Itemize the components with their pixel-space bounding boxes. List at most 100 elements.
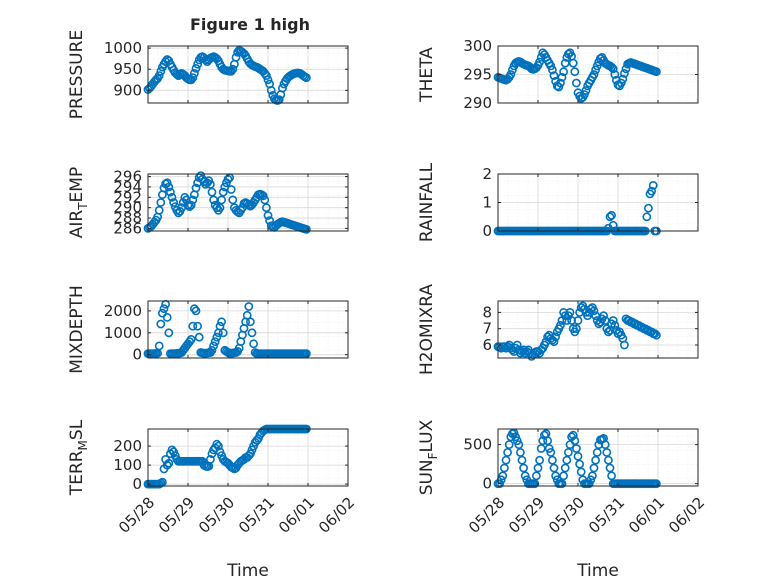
y-tick-label: 0	[482, 475, 492, 493]
data-point	[247, 328, 257, 338]
tick-marks	[497, 301, 699, 358]
data-point	[557, 479, 567, 489]
data-point	[226, 66, 236, 76]
data-points	[143, 45, 311, 105]
x-tick-label: 05/30	[545, 494, 588, 537]
y-tick-label: 200	[113, 437, 142, 455]
data-point	[647, 186, 656, 196]
y-tick-label: 1000	[104, 39, 142, 57]
data-point	[506, 70, 516, 79]
data-point	[186, 334, 196, 344]
data-point	[258, 191, 268, 201]
data-point	[575, 459, 584, 469]
y-tick-label: 290	[463, 94, 492, 112]
data-point	[191, 306, 201, 316]
chart-h2omixra: 678 H2OMIXRA	[417, 284, 699, 375]
y-axis-label-rest: EMP	[67, 167, 87, 203]
data-point	[188, 73, 198, 83]
x-tick-label: 05/29	[505, 494, 548, 537]
axes-box	[147, 173, 349, 232]
data-point	[189, 69, 199, 78]
data-point	[503, 447, 512, 457]
data-point	[610, 320, 620, 330]
x-tick-label: 06/02	[315, 494, 358, 537]
data-point	[576, 467, 586, 477]
data-point	[570, 436, 580, 446]
axes-box	[497, 300, 699, 359]
data-point	[546, 61, 556, 71]
chart-mixdepth: 0 1000 2000 MIXDEPTH	[67, 285, 349, 374]
x-tick-label: 05/31	[235, 494, 278, 537]
data-point	[156, 198, 166, 207]
y-axis-label: AIRTEMP	[67, 167, 90, 238]
data-point	[207, 345, 217, 355]
data-point	[548, 65, 557, 75]
y-tick-label: 6	[482, 336, 492, 354]
data-point	[193, 59, 202, 69]
y-axis-label: SUNFLUX	[417, 419, 440, 495]
chart-rainfall: 0 1 2 RAINFALL	[417, 162, 699, 242]
y-tick-label: 2000	[104, 302, 142, 320]
y-axis-label-main: RAINFALL	[417, 162, 437, 242]
data-point	[504, 440, 514, 449]
data-point	[183, 200, 193, 210]
y-tick-label: 1000	[104, 324, 142, 342]
data-point	[209, 195, 218, 205]
data-point	[245, 317, 255, 327]
data-point	[557, 72, 567, 82]
data-point	[501, 455, 511, 465]
data-point	[169, 198, 178, 207]
chart-pressure: 900 950 1000 PRESSURE	[67, 30, 349, 119]
data-point	[570, 67, 580, 77]
data-point	[193, 321, 202, 331]
data-point	[162, 178, 172, 188]
data-point	[164, 458, 174, 468]
y-axis-label: TERRMSL	[67, 419, 90, 496]
data-point	[188, 321, 198, 331]
data-point	[581, 86, 591, 95]
y-axis-label-main: MIXDEPTH	[67, 285, 87, 374]
y-tick-label: 286	[113, 219, 142, 237]
data-point	[549, 337, 559, 347]
data-point	[162, 312, 172, 322]
y-axis-label-rest: LUX	[417, 419, 437, 452]
tick-marks	[147, 301, 349, 358]
data-point	[508, 65, 517, 75]
data-point	[652, 330, 661, 340]
data-point	[520, 471, 530, 481]
data-point	[154, 71, 164, 80]
data-point	[608, 64, 618, 74]
y-tick-label: 296	[113, 168, 142, 186]
x-tick-label: 05/28	[465, 494, 508, 537]
data-point	[572, 78, 581, 88]
tick-marks	[497, 45, 699, 104]
data-point	[263, 75, 273, 85]
data-point	[185, 202, 194, 211]
data-point	[226, 185, 236, 194]
data-point	[605, 212, 615, 222]
data-point	[589, 463, 599, 473]
data-point	[156, 319, 166, 329]
data-point	[210, 337, 220, 346]
data-point	[212, 439, 222, 449]
data-points	[143, 171, 311, 234]
chart-theta: 290 295 300 THETA	[417, 37, 699, 112]
y-tick-label: 295	[463, 66, 492, 84]
axes-box	[147, 428, 349, 487]
data-point	[562, 316, 572, 325]
data-point	[652, 479, 661, 489]
data-point	[650, 329, 660, 338]
data-point	[205, 454, 215, 464]
y-axis-label-rest: SL	[67, 419, 87, 440]
data-point	[194, 332, 204, 342]
data-point	[589, 306, 599, 316]
data-point	[608, 316, 618, 325]
data-point	[586, 475, 596, 485]
data-point	[565, 307, 575, 317]
data-point	[607, 210, 616, 220]
y-axis-label-main: AIR	[67, 210, 87, 239]
data-point	[188, 195, 198, 205]
